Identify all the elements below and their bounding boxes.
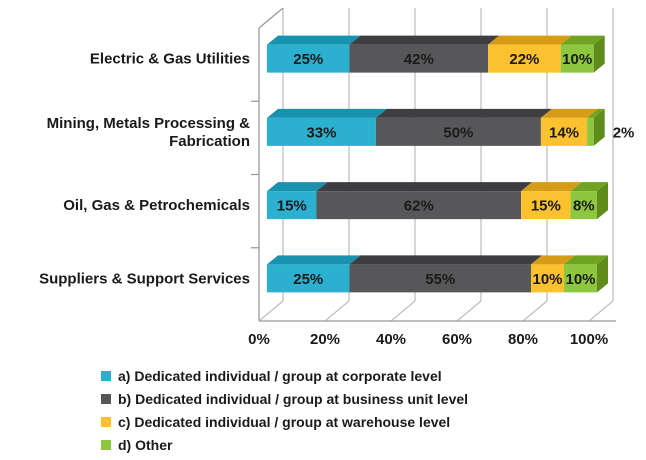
bar-segment: [587, 117, 594, 146]
bar-segment-top: [531, 255, 575, 265]
legend-label: d) Other: [118, 436, 173, 453]
legend-item: d) Other: [101, 433, 468, 456]
stacked-bar-chart: 25% 42% 22% 10% Electric & Gas Utilities 33% 5…: [39, 7, 635, 348]
bar-segment: [267, 117, 376, 146]
category-label: Oil, Gas & Petrochemicals: [63, 197, 250, 214]
floor-depth-line: [324, 300, 350, 322]
bar-segment-side: [597, 182, 608, 220]
x-tick-label: 0%: [248, 331, 270, 348]
bar-segment-top: [540, 108, 599, 118]
x-tick-label: 60%: [442, 331, 472, 348]
x-tick-label: 100%: [570, 331, 608, 348]
bar-segment: [570, 191, 597, 220]
bar-segment: [316, 191, 522, 220]
bar-segment: [267, 44, 350, 73]
bar-segment: [560, 44, 594, 73]
category-label: Mining, Metals Processing &: [47, 115, 251, 132]
bar-segment: [349, 44, 489, 73]
bar-value-label: 10%: [562, 51, 592, 68]
floor-depth-line: [522, 300, 548, 322]
bar-value-label: 33%: [306, 124, 336, 141]
bar-value-label: 8%: [573, 198, 595, 215]
bar-segment-top: [316, 182, 533, 192]
bar-segment: [531, 264, 564, 293]
bar-value-label: 10%: [565, 271, 595, 288]
x-tick-label: 20%: [310, 331, 340, 348]
bar-row: 25% 42% 22% 10%: [267, 35, 605, 73]
bar-segment: [488, 44, 561, 73]
legend-swatch-icon: [101, 439, 111, 450]
floor-depth-line: [258, 300, 284, 322]
bar-segment-side: [593, 35, 605, 73]
bar-segment-top: [560, 35, 605, 45]
bar-segment: [521, 191, 571, 220]
bar-value-label: 25%: [293, 51, 323, 68]
bar-segment: [267, 264, 350, 293]
bar-segment: [349, 264, 531, 293]
bar-segment-top: [349, 35, 500, 45]
bar-value-label: 50%: [443, 124, 473, 141]
bar-segment: [267, 191, 317, 220]
bar-value-label: 14%: [549, 124, 579, 141]
bar-segment-top: [488, 35, 572, 45]
bar-segment: [540, 117, 588, 146]
bar-value-label: 42%: [404, 51, 434, 68]
floor-depth-line: [390, 300, 416, 322]
bar-segment-top: [267, 182, 328, 192]
chart-legend: a) Dedicated individual / group at corpo…: [101, 364, 468, 456]
category-label: Fabrication: [169, 133, 250, 150]
legend-item: b) Dedicated individual / group at busin…: [101, 387, 468, 410]
bar-segment-top: [570, 182, 608, 192]
bar-segment-top: [267, 35, 361, 45]
bar-value-label: 22%: [509, 51, 539, 68]
legend-item: c) Dedicated individual / group at wareh…: [101, 410, 468, 433]
legend-label: b) Dedicated individual / group at busin…: [118, 390, 469, 407]
bar-row: 33% 50% 14% 2%: [267, 108, 635, 146]
legend-swatch-icon: [101, 416, 111, 427]
bar-value-label: 55%: [425, 271, 455, 288]
bar-segment-top: [587, 108, 605, 118]
bar-value-label: 25%: [293, 271, 323, 288]
bar-segment-side: [593, 108, 605, 146]
legend-swatch-icon: [101, 370, 111, 381]
floor-depth-line: [588, 300, 614, 322]
bar-value-label: 62%: [404, 198, 434, 215]
bar-segment: [564, 264, 597, 293]
floor-depth-line: [456, 300, 482, 322]
legend-label: a) Dedicated individual / group at corpo…: [118, 367, 442, 384]
category-label: Suppliers & Support Services: [39, 270, 250, 287]
bar-value-label: 10%: [532, 271, 562, 288]
bar-segment-top: [375, 108, 552, 118]
bar-segment-top: [521, 182, 582, 192]
bar-segment-top: [267, 108, 387, 118]
bar-segment-top: [349, 255, 542, 265]
bar-segment-side: [597, 255, 608, 293]
bar-value-label-outside: 2%: [613, 124, 635, 141]
bar-row: 15% 62% 15% 8%: [267, 182, 608, 220]
bar-row: 25% 55% 10% 10%: [267, 255, 608, 293]
bar-segment: [375, 117, 541, 146]
x-tick-label: 40%: [376, 331, 406, 348]
legend-swatch-icon: [101, 393, 111, 404]
legend-item: a) Dedicated individual / group at corpo…: [101, 364, 468, 387]
category-label: Electric & Gas Utilities: [90, 51, 250, 68]
x-tick-label: 80%: [508, 331, 538, 348]
bar-segment-top: [267, 255, 361, 265]
bar-value-label: 15%: [277, 198, 307, 215]
bar-segment-top: [564, 255, 608, 265]
wall-top-edge: [258, 7, 284, 29]
bar-value-label: 15%: [531, 198, 561, 215]
legend-label: c) Dedicated individual / group at wareh…: [118, 413, 451, 430]
